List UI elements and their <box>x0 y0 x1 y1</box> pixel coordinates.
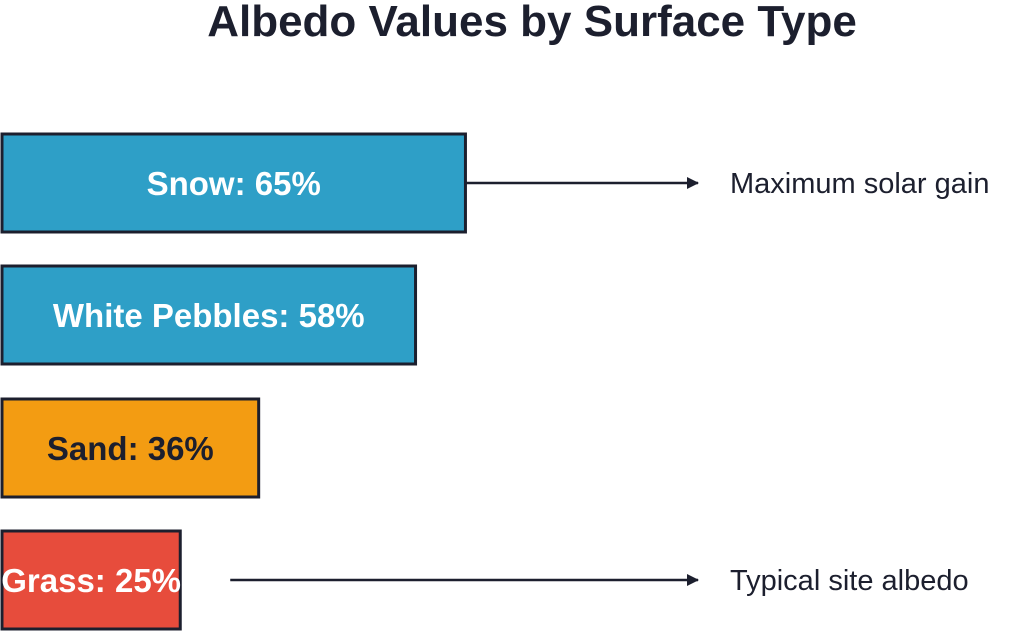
bar-snow <box>0 132 467 234</box>
bars-group: Snow: 65% White Pebbles: 58% Sand: 36% Gras… <box>0 132 467 631</box>
annotations-group: Maximum solar gain Typical site albedo <box>230 168 989 597</box>
bar-label-snow: Snow: 65% <box>147 165 321 202</box>
bar-label-white-pebbles: White Pebbles: 58% <box>53 297 365 334</box>
annotation-text-typical-site-albedo: Typical site albedo <box>730 565 969 597</box>
chart-title: Albedo Values by Surface Type <box>207 0 857 46</box>
bar-label-sand: Sand: 36% <box>47 430 214 467</box>
bar-label-grass: Grass: 25% <box>1 562 181 599</box>
bar-grass <box>0 529 182 631</box>
bar-white-pebbles <box>0 264 418 366</box>
bar-sand <box>0 397 261 499</box>
annotation-text-maximum-solar-gain: Maximum solar gain <box>730 168 989 200</box>
